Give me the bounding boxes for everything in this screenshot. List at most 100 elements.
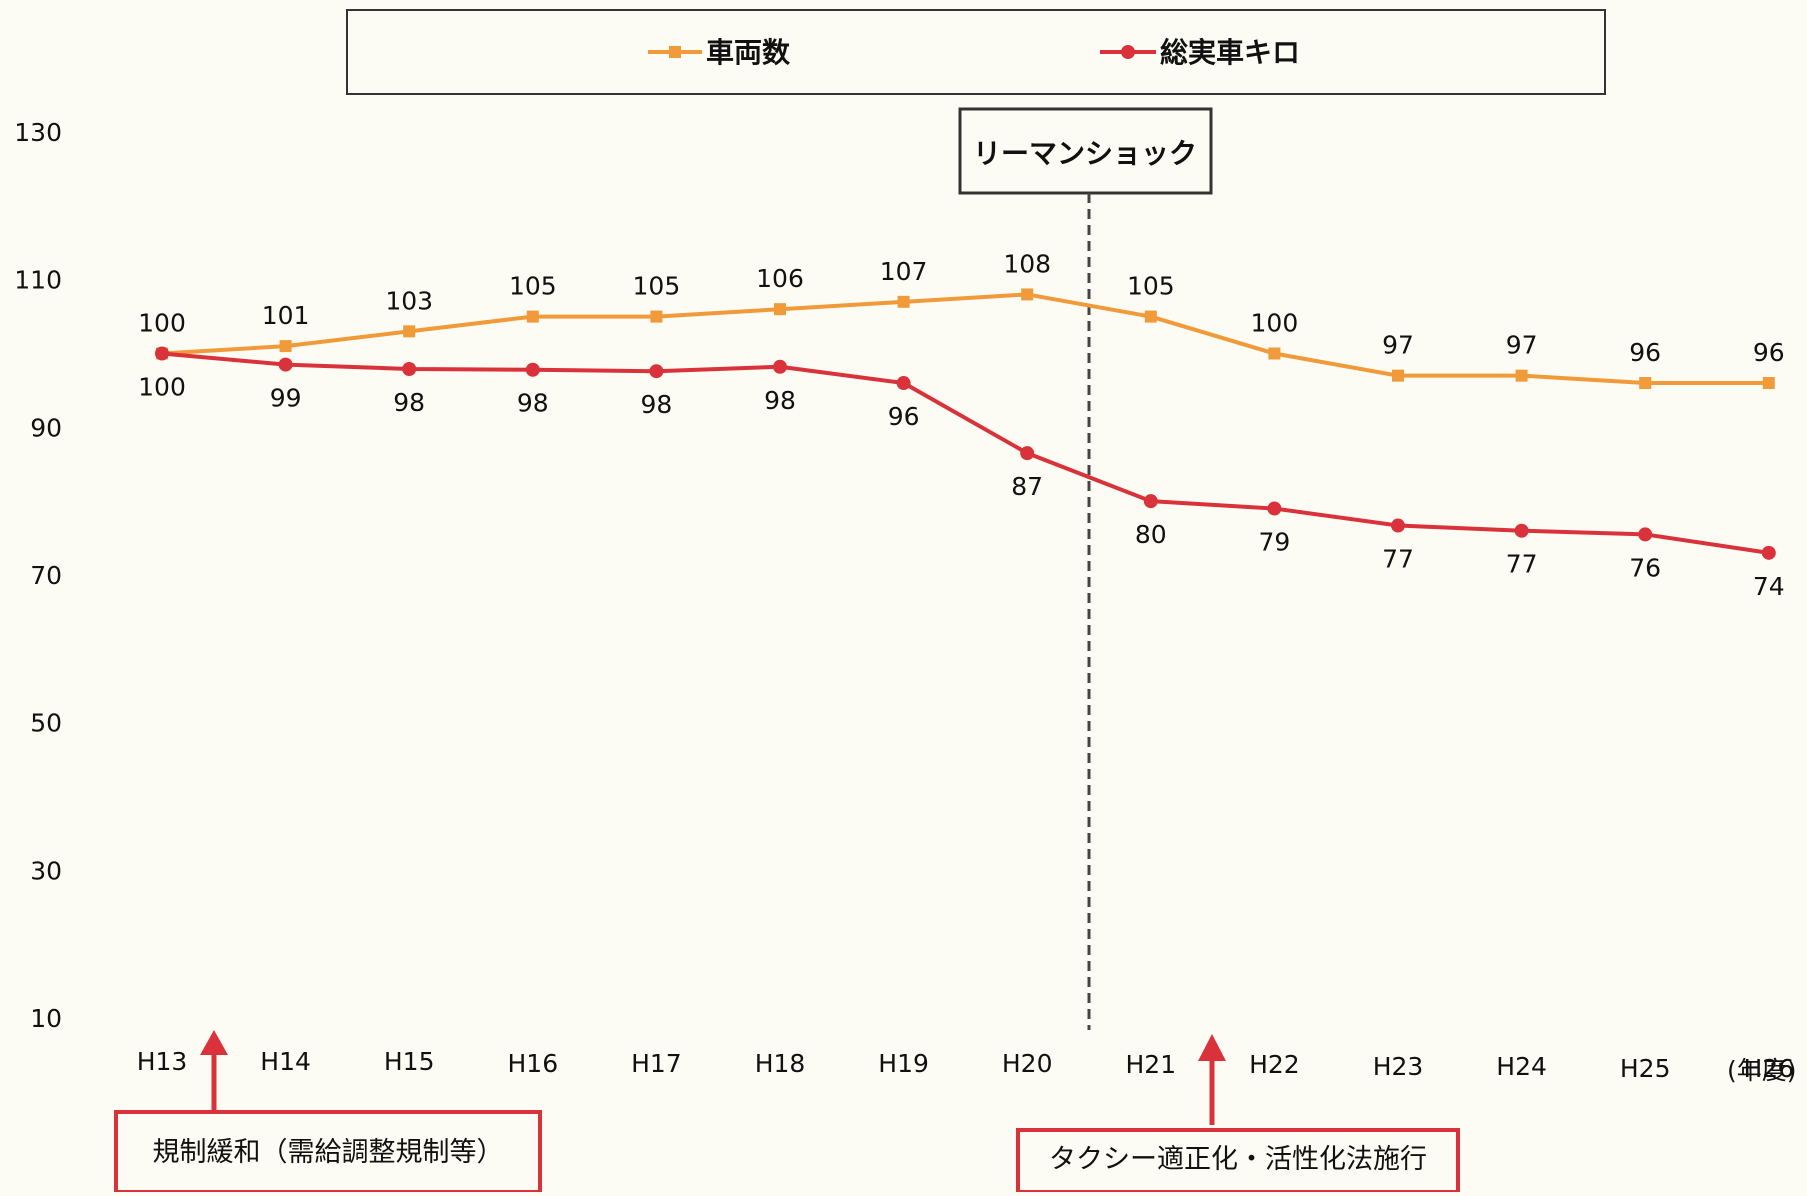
data-point: [1021, 288, 1034, 301]
data-label: 99: [270, 384, 302, 413]
data-point: [1761, 545, 1776, 560]
data-point: [403, 325, 416, 338]
series-line-1: [161, 351, 1770, 555]
data-point: [773, 359, 787, 374]
x-tick-label: H25: [1620, 1054, 1671, 1083]
legend: 車両数 総実車キロ: [346, 9, 1606, 95]
data-point: [1143, 494, 1158, 509]
lehman-annotation: リーマンショック: [958, 107, 1213, 1030]
data-label: 100: [1251, 309, 1299, 338]
data-label: 101: [262, 301, 310, 330]
data-label: 96: [1629, 338, 1661, 367]
data-label: 105: [633, 272, 681, 301]
data-label: 80: [1135, 520, 1167, 549]
data-label: 100: [138, 373, 186, 402]
legend-marker-distance: [1121, 45, 1135, 59]
legend-item-distance: 総実車キロ: [1100, 36, 1300, 69]
lehman-label: リーマンショック: [973, 137, 1197, 170]
data-label: 103: [385, 286, 433, 315]
data-point: [1268, 347, 1281, 360]
data-point: [525, 362, 540, 377]
data-label: 107: [880, 257, 928, 286]
data-point: [1514, 523, 1529, 538]
data-point: [1638, 527, 1653, 542]
x-tick-label: H18: [755, 1049, 806, 1078]
data-label: 97: [1382, 331, 1414, 360]
data-label: 98: [517, 389, 549, 418]
data-point: [774, 303, 786, 316]
data-label: 105: [509, 272, 557, 301]
data-point: [896, 376, 911, 391]
x-tick-label: H17: [631, 1049, 682, 1078]
x-tick-label: H14: [260, 1047, 311, 1076]
x-tick-label: H21: [1125, 1050, 1176, 1079]
y-tick-label: 10: [30, 1004, 62, 1033]
x-tick-label: H13: [137, 1047, 188, 1076]
x-tick-label: H15: [384, 1047, 435, 1076]
data-label: 77: [1382, 545, 1414, 574]
data-point: [1020, 446, 1035, 461]
data-label: 98: [393, 388, 425, 417]
data-label: 87: [1011, 472, 1043, 501]
data-labels: 100 101 103 105 105 106 107 108 105 100 97 97 96 96 10…: [138, 249, 1785, 600]
data-point: [1392, 369, 1404, 382]
data-label: 100: [138, 309, 186, 338]
data-point: [1391, 518, 1405, 533]
legend-box: [346, 9, 1606, 95]
x-tick-label: H22: [1249, 1050, 1300, 1079]
data-label: 74: [1753, 572, 1785, 601]
x-tick-label: H16: [507, 1049, 558, 1078]
data-label: 96: [1753, 338, 1785, 367]
legend-label-distance: 総実車キロ: [1160, 36, 1300, 69]
deregulation-annotation: 規制緩和（需給調整規制等）: [114, 1030, 542, 1194]
data-point: [1515, 369, 1528, 382]
data-point: [278, 357, 293, 372]
x-unit-label: (年度): [1727, 1056, 1797, 1085]
data-point: [402, 362, 417, 377]
x-tick-label: H24: [1496, 1052, 1547, 1081]
y-tick-label: 90: [30, 413, 62, 442]
x-tick-label: H20: [1002, 1049, 1053, 1078]
data-label: 96: [888, 402, 920, 431]
taxi-law-label: タクシー適正化・活性化法施行: [1049, 1144, 1427, 1175]
data-label: 108: [1003, 249, 1051, 278]
x-axis: H13 H14 H15 H16 H17 H18 H19 H20 H21 H22 H23 H24 H25 H…: [137, 1047, 1794, 1083]
lehman-box: [958, 107, 1213, 195]
legend-item-vehicles: 車両数: [648, 36, 791, 69]
data-label: 105: [1127, 272, 1175, 301]
y-axis: 10 30 50 70 90 110 130: [14, 118, 62, 1033]
series-line-0: [161, 292, 1769, 386]
data-point: [650, 310, 663, 323]
data-point: [1144, 310, 1157, 323]
data-label: 79: [1258, 528, 1290, 557]
data-point: [649, 364, 664, 379]
taxi-law-annotation: タクシー適正化・活性化法施行: [1016, 1034, 1460, 1194]
data-label: 77: [1506, 550, 1538, 579]
y-tick-label: 50: [30, 709, 62, 738]
deregulation-arrow-head: [200, 1030, 228, 1055]
deregulation-label: 規制緩和（需給調整規制等）: [153, 1137, 504, 1168]
data-point: [526, 310, 539, 323]
data-point: [1762, 377, 1775, 390]
data-label: 76: [1629, 553, 1661, 582]
data-label: 106: [756, 264, 804, 293]
data-label: 98: [640, 390, 672, 419]
data-point: [155, 346, 169, 361]
data-label: 97: [1506, 331, 1538, 360]
legend-label-vehicles: 車両数: [706, 36, 791, 69]
legend-marker-vehicles: [669, 46, 681, 58]
data-point: [897, 295, 910, 308]
x-tick-label: H23: [1373, 1052, 1424, 1081]
x-tick-label: H26: [1743, 1054, 1794, 1083]
data-point: [279, 340, 292, 353]
y-tick-label: 70: [30, 561, 62, 590]
series-layer: [155, 288, 1776, 560]
y-tick-label: 30: [30, 856, 62, 885]
y-tick-label: 130: [14, 118, 62, 147]
taxi-law-arrow-head: [1198, 1034, 1226, 1061]
y-tick-label: 110: [14, 266, 62, 295]
x-tick-label: H19: [878, 1049, 929, 1078]
data-label: 98: [764, 386, 796, 415]
